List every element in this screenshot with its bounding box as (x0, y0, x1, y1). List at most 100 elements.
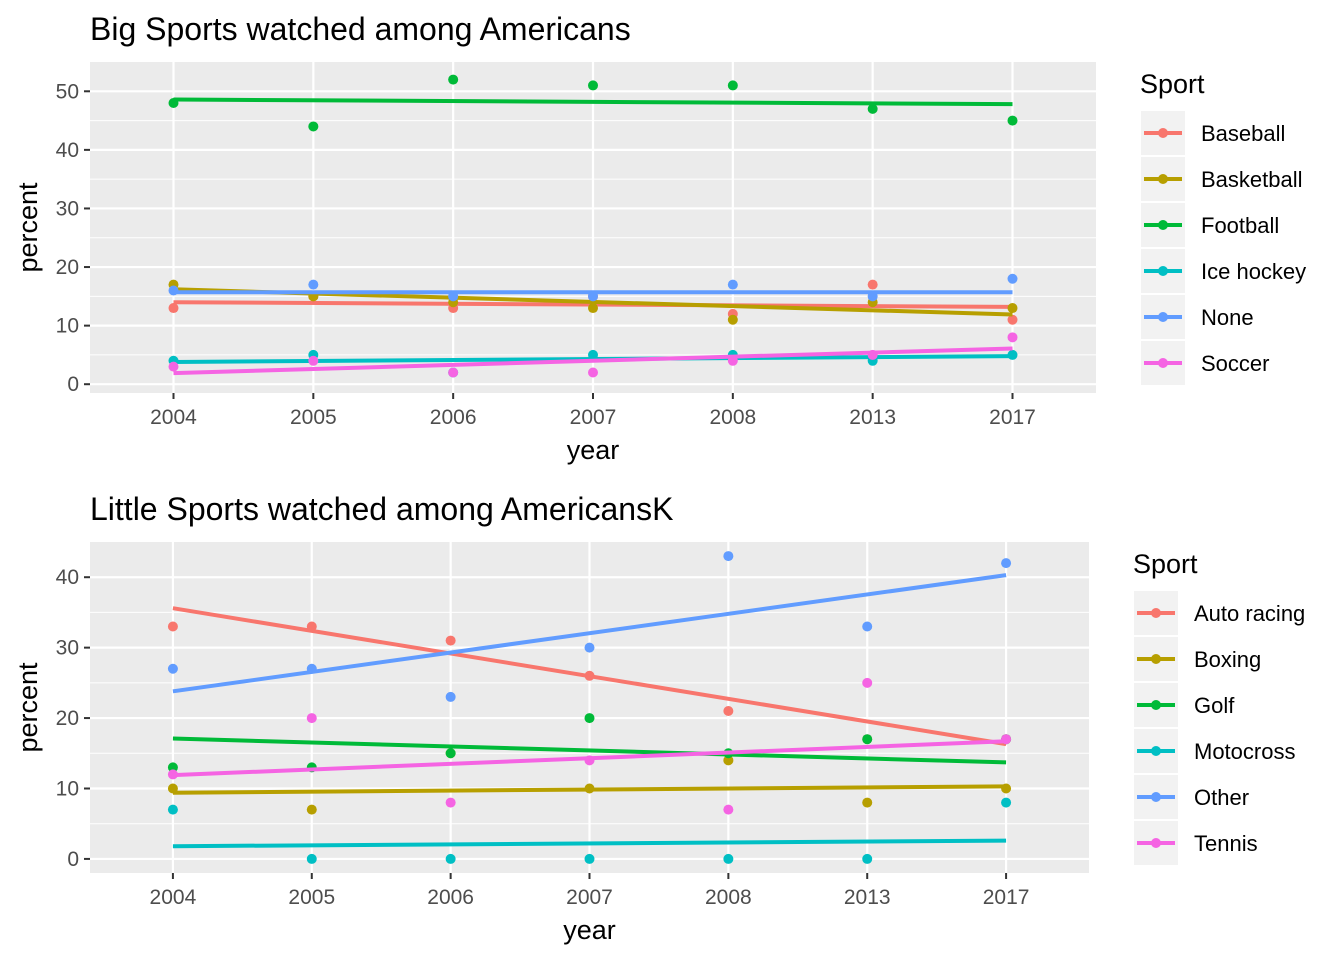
data-point-football-2007 (588, 80, 598, 91)
x-tick-label: 2013 (844, 886, 891, 909)
data-point-soccer-2017 (1007, 332, 1018, 343)
data-point-soccer-2004 (168, 361, 179, 372)
x-axis-title: year (563, 915, 616, 945)
axes: 0 10 20 30 40 50 2004 2005 2006 2007 2008 2013 2017 (56, 80, 1036, 429)
data-point-golf-2013 (862, 734, 873, 745)
data-point-tennis-2008 (723, 804, 734, 815)
data-point-tennis-2006 (445, 797, 456, 808)
x-tick-label: 2005 (290, 406, 337, 429)
legend-item-tennis: Tennis (1134, 821, 1258, 865)
data-point-tennis-2007 (584, 755, 595, 766)
y-axis-title: percent (13, 662, 43, 753)
data-point-baseball-2017 (1007, 314, 1018, 325)
x-axis-title: year (567, 435, 620, 465)
data-point-golf-2007 (584, 713, 595, 724)
legend-key-point (1151, 654, 1161, 664)
chart-2: 0 10 20 30 40 2004 2005 2006 2007 2008 2013 2017 Lit… (13, 491, 1305, 945)
x-tick-label: 2008 (705, 886, 752, 909)
data-point-auto-racing-2007 (584, 670, 595, 681)
y-tick-label: 10 (56, 315, 79, 338)
data-point-auto-racing-2008 (723, 706, 734, 717)
data-point-motocross-2013 (862, 853, 873, 864)
trend-line-football (173, 97, 1013, 107)
y-tick-label: 20 (56, 256, 79, 279)
data-point-soccer-2013 (867, 349, 878, 360)
chart-1: 0 10 20 30 40 50 2004 2005 2006 2007 2008 2013 2017 B… (13, 11, 1306, 465)
legend-item-motocross: Motocross (1134, 729, 1295, 773)
series-other (167, 551, 1012, 702)
legend-key-point (1151, 792, 1161, 802)
data-point-football-2004 (168, 98, 179, 109)
legend-key-point (1151, 838, 1161, 848)
data-point-tennis-2013 (862, 677, 873, 688)
series-boxing (167, 748, 1012, 815)
legend-item-other: Other (1134, 775, 1249, 819)
x-tick-label: 2007 (570, 406, 617, 429)
legend-label: Soccer (1201, 351, 1269, 376)
y-tick-label: 30 (56, 197, 79, 220)
legend-label: Tennis (1194, 831, 1258, 856)
y-tick-label: 40 (56, 139, 79, 162)
y-tick-label: 30 (56, 637, 79, 660)
legend-label: Football (1201, 213, 1279, 238)
data-point-other-2008 (723, 551, 734, 562)
legend-item-auto-racing: Auto racing (1134, 591, 1305, 635)
data-point-boxing-2013 (862, 797, 873, 808)
x-tick-label: 2006 (427, 886, 474, 909)
legend-key-point (1158, 174, 1168, 184)
x-tick-label: 2008 (709, 406, 756, 429)
x-tick-label: 2004 (150, 406, 197, 429)
legend-key-point (1158, 312, 1168, 322)
data-point-boxing-2008 (723, 755, 734, 766)
x-tick-label: 2017 (983, 886, 1030, 909)
data-point-golf-2004 (167, 762, 178, 773)
x-tick-label: 2007 (566, 886, 613, 909)
series-motocross (167, 797, 1012, 864)
y-axis-title: percent (13, 182, 43, 273)
data-point-none-2017 (1007, 273, 1018, 284)
legend-item-boxing: Boxing (1134, 637, 1261, 681)
gridlines (90, 62, 1096, 393)
data-point-football-2005 (308, 121, 319, 132)
legend-key-point (1158, 220, 1168, 230)
y-tick-label: 10 (56, 777, 79, 800)
axes: 0 10 20 30 40 2004 2005 2006 2007 2008 2013 2017 (56, 566, 1030, 909)
legend-item-basketball: Basketball (1141, 157, 1303, 201)
data-point-soccer-2007 (588, 367, 598, 378)
series-none (168, 273, 1018, 302)
series-tennis (167, 677, 1012, 815)
data-point-tennis-2004 (167, 769, 178, 780)
data-point-soccer-2006 (448, 367, 459, 378)
legend-key-point (1151, 608, 1161, 618)
y-tick-label: 50 (56, 80, 79, 103)
data-point-none-2007 (588, 291, 598, 302)
legend-label: Golf (1194, 693, 1235, 718)
data-point-boxing-2005 (306, 804, 317, 815)
data-point-auto-racing-2005 (306, 621, 317, 632)
data-point-other-2005 (306, 663, 317, 674)
trend-line-motocross (172, 838, 1007, 849)
x-tick-label: 2013 (849, 406, 896, 429)
x-tick-label: 2005 (288, 886, 335, 909)
legend-item-golf: Golf (1134, 683, 1235, 727)
data-point-football-2013 (867, 103, 878, 114)
legend-title: Sport (1133, 549, 1198, 579)
y-tick-label: 0 (67, 848, 79, 871)
data-point-golf-2006 (445, 748, 456, 759)
y-tick-label: 20 (56, 707, 79, 730)
legend-key-point (1151, 746, 1161, 756)
legend-label: Basketball (1201, 167, 1303, 192)
y-tick-label: 40 (56, 566, 79, 589)
data-point-motocross-2017 (1001, 797, 1012, 808)
series-soccer (168, 332, 1018, 378)
data-point-football-2017 (1007, 115, 1018, 126)
legend-item-soccer: Soccer (1141, 341, 1269, 385)
data-point-basketball-2008 (727, 314, 738, 325)
legend-label: Boxing (1194, 647, 1261, 672)
data-point-tennis-2017 (1001, 734, 1012, 745)
data-point-other-2004 (167, 663, 178, 674)
data-point-motocross-2006 (445, 853, 456, 864)
legend-key-point (1158, 128, 1168, 138)
